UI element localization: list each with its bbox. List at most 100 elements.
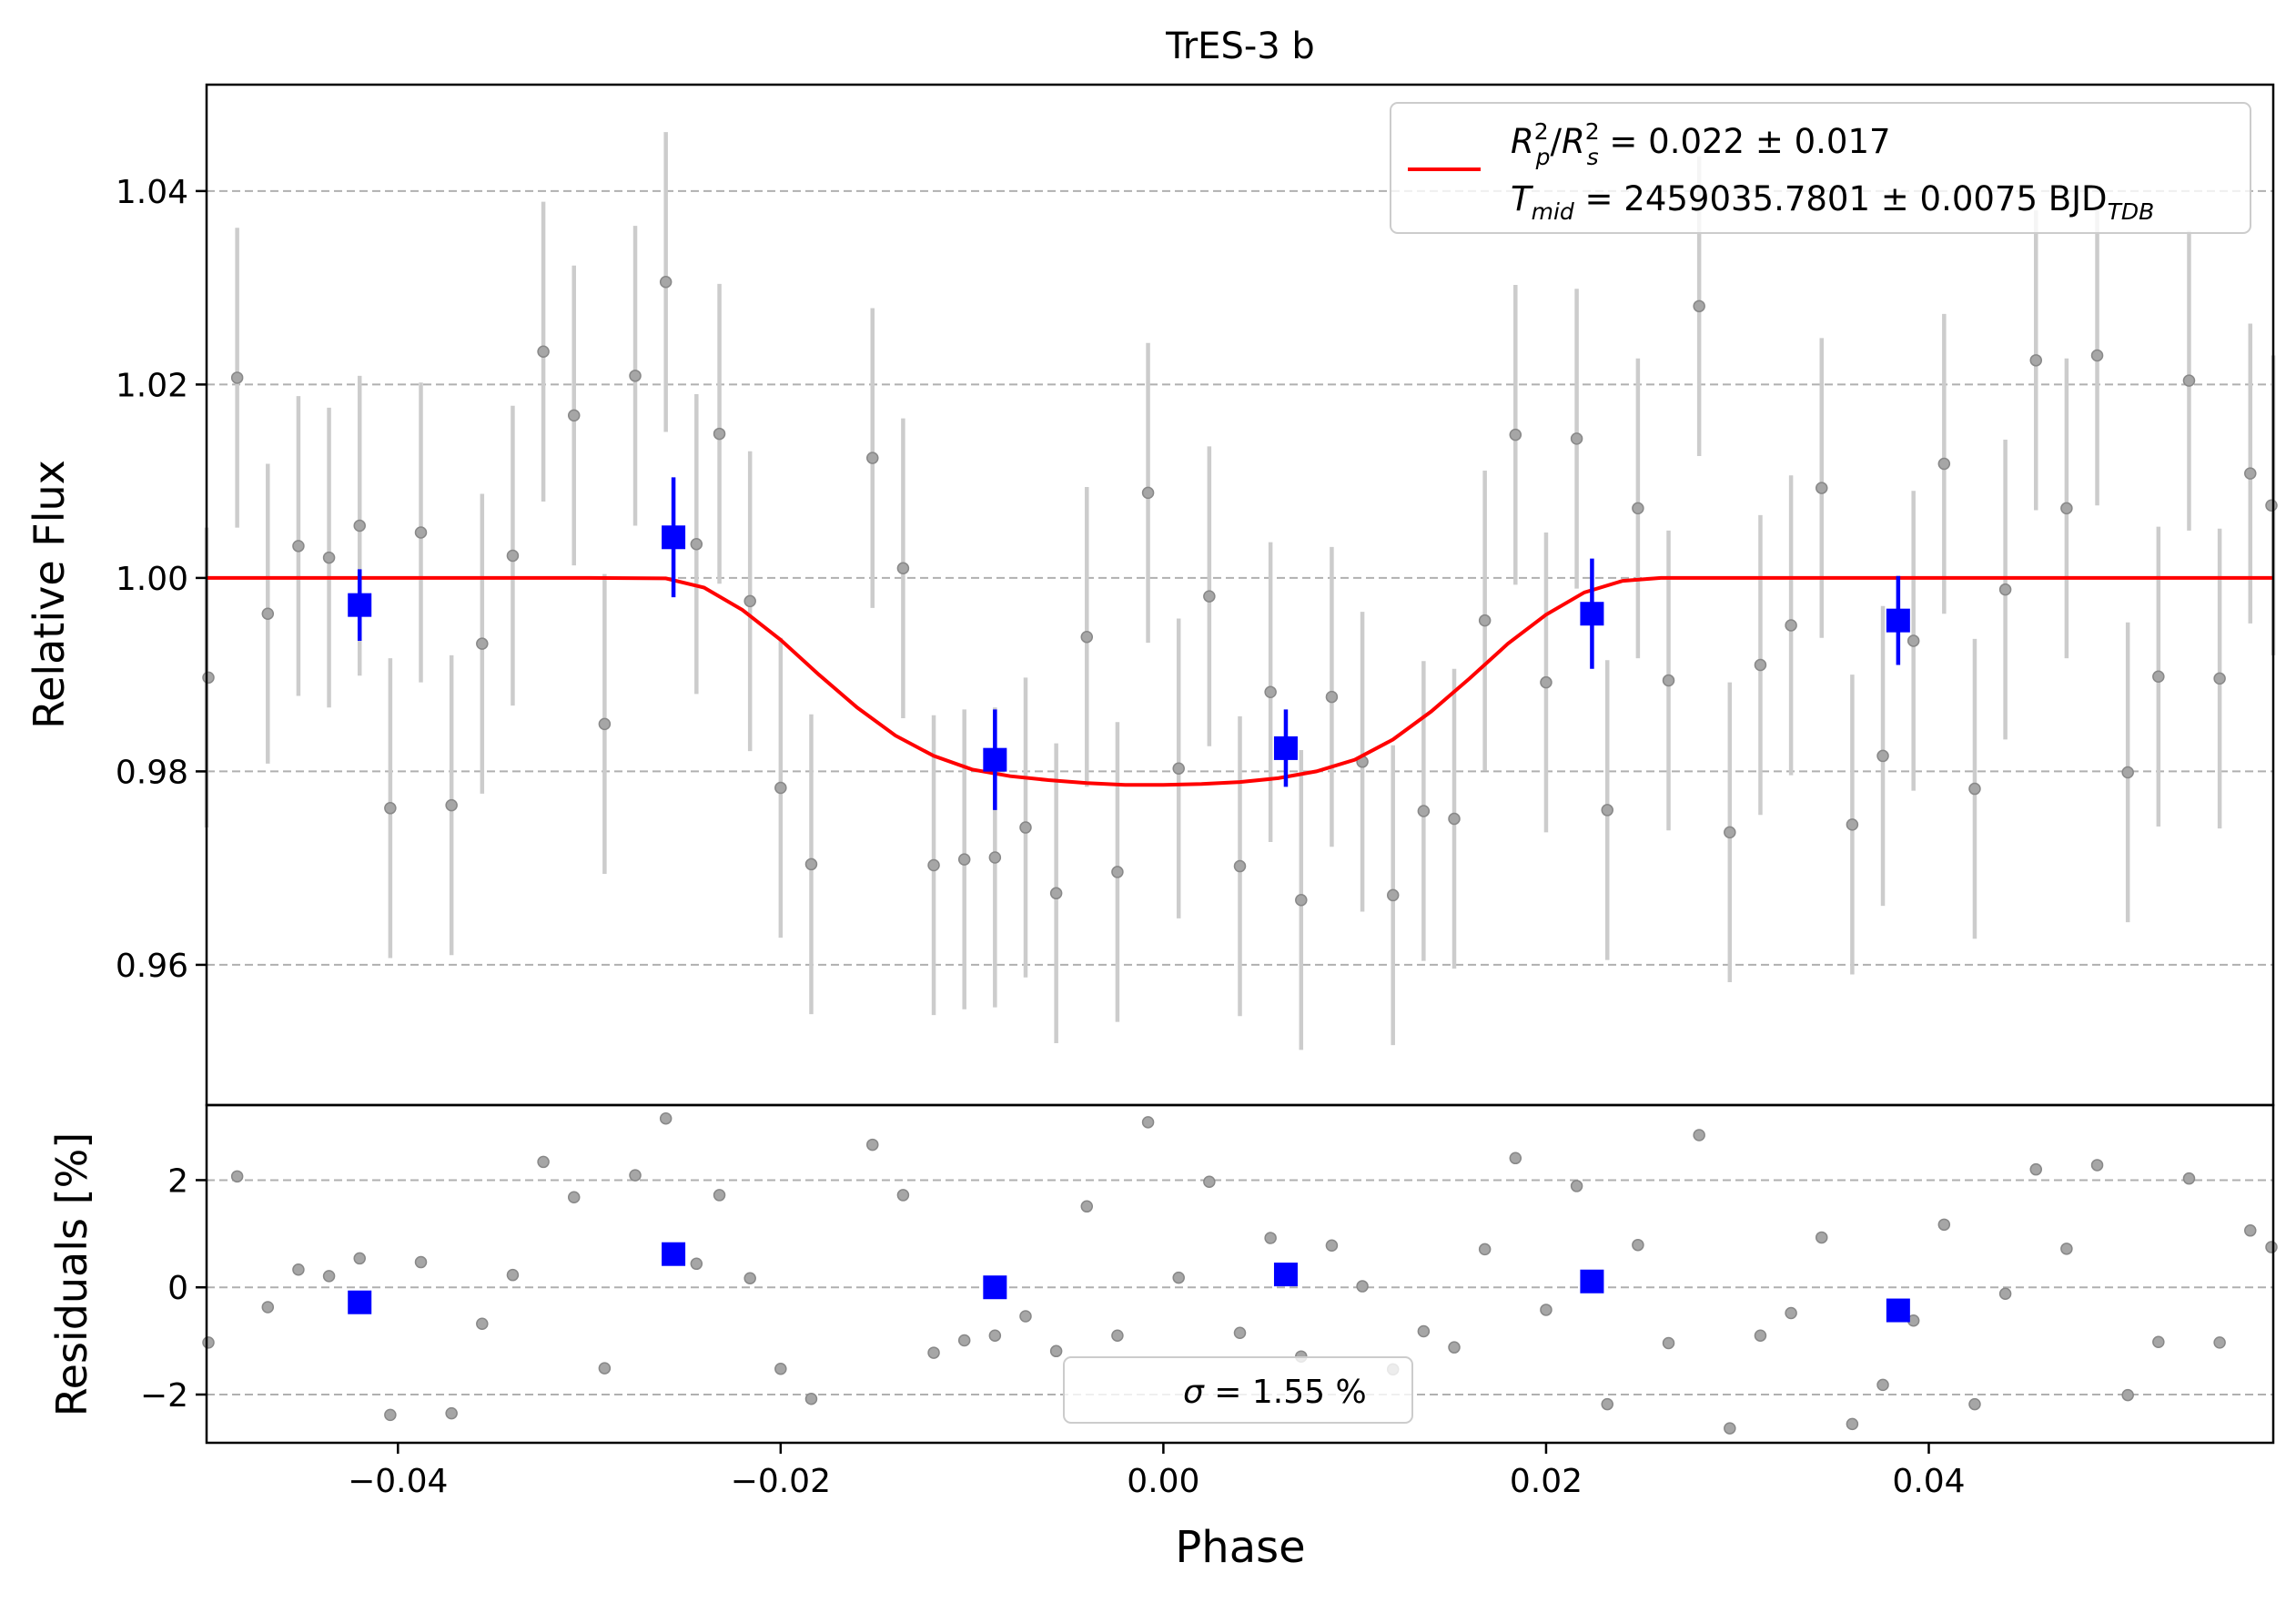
residual-raw-point: [414, 1255, 428, 1269]
residual-raw-points: [202, 1111, 2278, 1435]
residual-raw-point: [1141, 1116, 1155, 1129]
x-tick-label: 0.00: [1127, 1463, 1199, 1500]
raw-point: [476, 637, 489, 650]
residual-raw-point: [1448, 1341, 1461, 1354]
raw-point: [2244, 467, 2257, 480]
raw-point: [1295, 893, 1308, 907]
x-tick-label: −0.04: [348, 1463, 448, 1500]
bottom-legend: σ = 1.55 %: [1063, 1356, 1413, 1424]
residual-raw-point: [957, 1334, 971, 1347]
raw-point: [804, 857, 818, 871]
raw-point: [353, 519, 366, 533]
residual-raw-point: [690, 1257, 703, 1271]
raw-point: [1876, 749, 1889, 763]
raw-point: [1907, 634, 1920, 647]
binned-point: [348, 593, 372, 617]
residual-raw-point: [1264, 1232, 1277, 1244]
binned-point: [1886, 608, 1910, 633]
x-axis-label: Phase: [1175, 1522, 1305, 1573]
bottom-y-tick-label: 2: [167, 1162, 188, 1200]
residual-binned-point: [1580, 1269, 1604, 1294]
raw-point: [988, 851, 1002, 864]
residual-raw-point: [2152, 1335, 2165, 1349]
residual-raw-point: [743, 1272, 756, 1284]
raw-point: [774, 781, 787, 795]
raw-point: [1049, 887, 1063, 900]
residual-raw-point: [659, 1111, 673, 1125]
raw-point: [1693, 299, 1705, 313]
raw-point: [567, 409, 581, 422]
residual-binned-points: [348, 1242, 1910, 1323]
top-y-tick-label: 1.00: [116, 561, 188, 598]
residual-raw-point: [1876, 1378, 1889, 1392]
residual-raw-point: [1693, 1129, 1705, 1141]
residual-raw-point: [927, 1346, 940, 1359]
residual-raw-point: [1662, 1336, 1675, 1350]
chart-title: TrES-3 b: [1165, 25, 1315, 67]
residual-raw-point: [1937, 1218, 1951, 1232]
raw-point: [1601, 804, 1613, 817]
raw-point: [1937, 457, 1951, 471]
x-tick-label: 0.04: [1892, 1463, 1965, 1500]
raw-point: [2121, 766, 2134, 779]
residual-raw-point: [2060, 1243, 2073, 1255]
bottom-y-axis-label: Residuals [%]: [47, 1132, 96, 1416]
top-y-tick-label: 0.96: [116, 948, 188, 985]
raw-point: [1019, 821, 1032, 834]
raw-point: [506, 549, 520, 563]
residual-raw-point: [866, 1138, 879, 1152]
raw-point: [1325, 690, 1339, 704]
top-y-axis-label: Relative Flux: [25, 460, 74, 729]
raw-point: [1632, 502, 1644, 515]
top-legend-box: [1390, 102, 2251, 234]
residual-binned-point: [662, 1242, 686, 1266]
residual-raw-point: [1632, 1238, 1644, 1252]
top-y-ticks: 0.96 0.98 1.00 1.02 1.04: [116, 174, 207, 985]
binned-point: [662, 525, 686, 550]
residual-raw-point: [598, 1362, 612, 1375]
residual-binned-point: [1273, 1263, 1298, 1287]
binned-points: [348, 477, 1910, 810]
raw-point: [1080, 630, 1094, 644]
residual-raw-point: [1049, 1344, 1063, 1358]
raw-point: [1264, 685, 1277, 699]
residual-raw-point: [2029, 1162, 2043, 1176]
bottom-axes-frame: [205, 1103, 2275, 1445]
residual-raw-point: [1846, 1417, 1859, 1431]
residual-binned-point: [983, 1275, 1007, 1300]
raw-point: [659, 276, 673, 289]
residual-raw-point: [261, 1301, 275, 1314]
residual-binned-point: [348, 1290, 372, 1314]
residual-raw-point: [2182, 1172, 2196, 1185]
raw-point: [1448, 812, 1461, 826]
raw-point: [322, 551, 336, 564]
raw-point: [1540, 675, 1553, 689]
residual-raw-point: [1998, 1287, 2012, 1301]
residual-raw-point: [1019, 1310, 1032, 1323]
residual-raw-point: [537, 1155, 550, 1169]
raw-point: [537, 345, 550, 359]
legend-mid-transit: Tmid = 2459035.7801 ± 0.0075 BJDTDB: [1511, 179, 2154, 225]
residual-raw-point: [1356, 1280, 1369, 1293]
residual-raw-point: [1111, 1329, 1124, 1342]
top-legend: R2 p/R2 s = 0.022 ± 0.017 Tmid = 2459035.7…: [1390, 102, 2251, 234]
raw-point: [743, 594, 756, 608]
raw-point: [866, 451, 879, 464]
raw-point: [1785, 619, 1797, 632]
top-y-tick-label: 1.02: [116, 367, 188, 404]
raw-point: [2152, 670, 2165, 684]
raw-point: [2182, 374, 2196, 387]
legend-radius-ratio: R2 p/R2 s = 0.022 ± 0.017: [1511, 118, 1891, 170]
residual-raw-point: [1325, 1239, 1339, 1253]
bottom-y-tick-label: −2: [140, 1377, 188, 1415]
raw-point: [1386, 888, 1400, 902]
raw-point: [1172, 762, 1185, 775]
residual-raw-point: [1080, 1200, 1094, 1213]
residual-raw-point: [384, 1408, 397, 1422]
residual-raw-point: [1570, 1180, 1583, 1192]
residual-raw-point: [1724, 1422, 1736, 1435]
residual-binned-point: [1886, 1298, 1910, 1323]
raw-point: [1846, 818, 1859, 831]
raw-point: [2213, 672, 2226, 685]
residual-raw-point: [353, 1252, 366, 1265]
